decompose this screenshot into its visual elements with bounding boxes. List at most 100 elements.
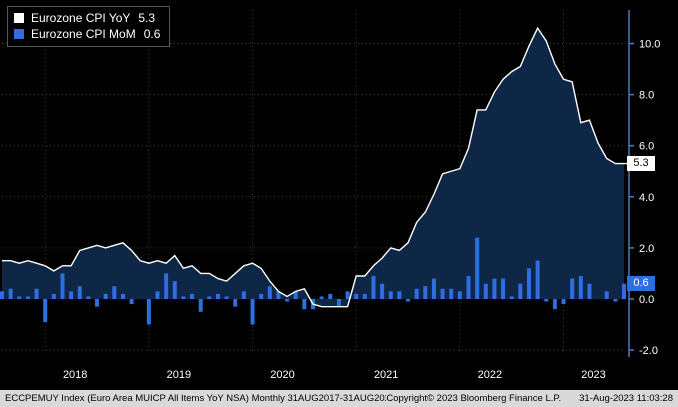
mom-bar (345, 291, 350, 299)
mom-bar (457, 291, 462, 299)
mom-bar (561, 299, 566, 305)
mom-bar (328, 293, 333, 299)
mom-bar (112, 286, 117, 299)
x-year-label: 2022 (478, 369, 502, 381)
mom-bar (475, 237, 480, 299)
x-year-label: 2020 (270, 369, 294, 381)
mom-bar (43, 299, 48, 322)
mom-bar (604, 291, 609, 299)
mom-bar (319, 296, 324, 299)
mom-bar (552, 299, 557, 310)
mom-bar (60, 273, 65, 299)
mom-bar (526, 268, 531, 299)
mom-bar (86, 296, 91, 299)
chart-canvas[interactable]: 2018 2019 2020 2021 2022 2023 10.0 8.0 6.0 4.0 2.0… (0, 0, 678, 390)
last-value-mom-badge: 0.6 (627, 275, 655, 291)
mom-bar (224, 296, 229, 299)
mom-bar (69, 291, 74, 299)
mom-bar (181, 296, 186, 299)
mom-bar (431, 278, 436, 299)
last-value-yoy-badge: 5.3 (627, 155, 655, 171)
y-tick-label: 0.0 (639, 294, 654, 306)
y-tick-label: 10.0 (639, 39, 660, 51)
mom-bar (51, 293, 56, 299)
legend-item-mom[interactable]: Eurozone CPI MoM 0.6 (14, 26, 160, 42)
y-tick-label: 6.0 (639, 141, 654, 153)
timestamp-text: 31-Aug-2023 11:03:28 (579, 393, 673, 404)
mom-bar (518, 283, 523, 299)
mom-swatch-icon (14, 29, 24, 39)
mom-bar (276, 291, 281, 299)
y-tick-label: 8.0 (639, 90, 654, 102)
legend-label-yoy: Eurozone CPI YoY (31, 11, 131, 25)
mom-bar (362, 293, 367, 299)
mom-bar (207, 296, 212, 299)
mom-bar (190, 293, 195, 299)
mom-bar (449, 288, 454, 299)
mom-bar (423, 286, 428, 299)
mom-bar (259, 293, 264, 299)
mom-bar (354, 293, 359, 299)
mom-bar (293, 291, 298, 299)
y-tick-label: -2.0 (639, 345, 658, 357)
mom-bar (215, 293, 220, 299)
mom-bar (578, 276, 583, 299)
mom-bar (8, 288, 13, 299)
mom-bar (371, 276, 376, 299)
legend-value-mom: 0.6 (143, 27, 161, 41)
mom-bar (406, 299, 411, 302)
mom-bar (34, 288, 39, 299)
y-tick-label: 4.0 (639, 192, 654, 204)
legend-item-yoy[interactable]: Eurozone CPI YoY 5.3 (14, 10, 160, 26)
legend-value-yoy: 5.3 (138, 11, 156, 25)
chart-legend: Eurozone CPI YoY 5.3 Eurozone CPI MoM 0.… (7, 6, 171, 47)
x-year-label: 2021 (374, 369, 398, 381)
mom-bar (483, 283, 488, 299)
mom-bar (613, 299, 618, 302)
mom-bar (267, 286, 272, 299)
mom-bar (146, 299, 151, 325)
mom-bar (241, 291, 246, 299)
mom-bar (103, 293, 108, 299)
mom-bar (155, 291, 160, 299)
x-year-label: 2018 (63, 369, 87, 381)
mom-bar (501, 278, 506, 299)
x-year-label: 2019 (167, 369, 191, 381)
mom-bar (0, 291, 4, 299)
yoy-line (2, 26, 629, 308)
mom-bar (570, 278, 575, 299)
mom-bar (285, 299, 290, 302)
mom-bar (414, 288, 419, 299)
mom-bar (17, 296, 22, 299)
y-tick-label: 2.0 (639, 243, 654, 255)
security-description: ECCPEMUY Index (Euro Area MUICP All Item… (5, 393, 387, 404)
mom-bar (164, 273, 169, 299)
mom-bar (198, 299, 203, 312)
mom-bar (492, 278, 497, 299)
mom-bar (544, 299, 549, 302)
mom-bar (440, 288, 445, 299)
mom-bar (120, 293, 125, 299)
mom-bar (622, 283, 626, 299)
mom-bar (535, 260, 540, 299)
mom-bar (466, 276, 471, 299)
mom-bar (302, 299, 307, 310)
x-year-label: 2023 (581, 369, 605, 381)
mom-bar (25, 296, 30, 299)
mom-bar (250, 299, 255, 325)
mom-bar (336, 299, 341, 307)
mom-bar (587, 283, 592, 299)
mom-bar (509, 296, 514, 299)
copyright-text: Copyright© 2023 Bloomberg Finance L.P. (386, 393, 562, 404)
mom-bar (397, 291, 402, 299)
mom-bar (172, 281, 177, 299)
mom-bar (388, 291, 393, 299)
mom-bar (77, 286, 82, 299)
mom-bar (380, 283, 385, 299)
legend-label-mom: Eurozone CPI MoM (31, 27, 136, 41)
status-bar: ECCPEMUY Index (Euro Area MUICP All Item… (0, 390, 678, 407)
mom-bar (95, 299, 100, 307)
mom-bar (129, 299, 134, 305)
yoy-swatch-icon (14, 13, 24, 23)
